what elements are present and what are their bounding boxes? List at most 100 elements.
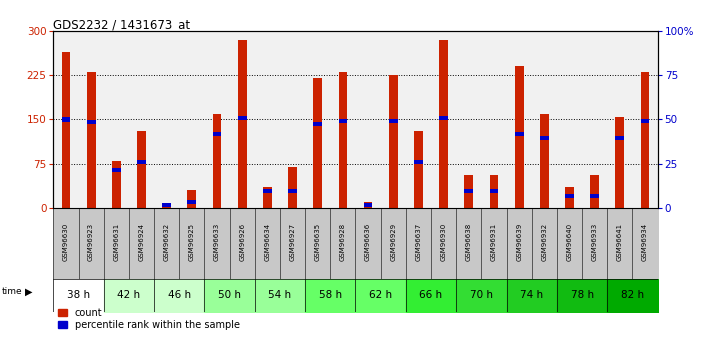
Bar [540, 136, 549, 140]
Bar [439, 116, 448, 120]
Bar [104, 31, 129, 208]
Text: GSM96641: GSM96641 [617, 223, 623, 261]
Bar [364, 203, 373, 207]
Text: GSM96930: GSM96930 [441, 223, 447, 261]
Bar [255, 31, 280, 208]
Bar [641, 72, 649, 208]
Bar [188, 190, 196, 208]
Text: GSM96923: GSM96923 [88, 223, 94, 261]
Text: 54 h: 54 h [268, 290, 292, 300]
Text: GSM96637: GSM96637 [415, 223, 422, 261]
Text: GSM96926: GSM96926 [239, 223, 245, 261]
Text: GSM96929: GSM96929 [390, 223, 396, 261]
Bar [288, 167, 297, 208]
Text: GSM96633: GSM96633 [214, 223, 220, 261]
Bar [356, 31, 380, 208]
Bar [607, 31, 633, 208]
Bar [288, 189, 297, 194]
Bar [590, 194, 599, 198]
Bar [506, 31, 532, 208]
Bar [633, 31, 658, 208]
Bar [590, 176, 599, 208]
Bar [515, 132, 523, 136]
Bar [179, 31, 205, 208]
Text: GSM96639: GSM96639 [516, 223, 522, 261]
Text: GSM96638: GSM96638 [466, 223, 472, 261]
Bar [263, 187, 272, 208]
Text: 78 h: 78 h [570, 290, 594, 300]
Text: GSM96933: GSM96933 [592, 223, 598, 261]
Text: GSM96632: GSM96632 [164, 223, 170, 261]
Bar [53, 31, 78, 208]
Bar [557, 31, 582, 208]
Text: ▶: ▶ [25, 287, 33, 296]
Bar [565, 194, 574, 198]
Text: GSM96634: GSM96634 [264, 223, 270, 261]
Text: GSM96932: GSM96932 [541, 223, 547, 261]
Bar [137, 131, 146, 208]
Bar [230, 31, 255, 208]
Bar [338, 72, 347, 208]
Bar [205, 31, 230, 208]
Bar [137, 160, 146, 164]
Bar [565, 187, 574, 208]
Bar [616, 136, 624, 140]
Bar [305, 31, 331, 208]
Bar [112, 161, 121, 208]
Bar [154, 31, 179, 208]
Bar [490, 176, 498, 208]
Bar [464, 189, 474, 194]
Bar [314, 122, 322, 126]
Text: GSM96928: GSM96928 [340, 223, 346, 261]
Bar [616, 117, 624, 208]
Bar [129, 31, 154, 208]
Text: time: time [2, 287, 23, 296]
Bar [162, 203, 171, 207]
Bar [540, 114, 549, 208]
Bar [456, 31, 481, 208]
Text: 42 h: 42 h [117, 290, 141, 300]
Text: GSM96931: GSM96931 [491, 223, 497, 261]
Legend: count, percentile rank within the sample: count, percentile rank within the sample [58, 308, 240, 330]
Text: 38 h: 38 h [67, 290, 90, 300]
Bar [62, 52, 70, 208]
Text: 82 h: 82 h [621, 290, 644, 300]
Bar [162, 205, 171, 208]
Bar [464, 176, 474, 208]
Bar [237, 40, 247, 208]
Bar [112, 168, 121, 172]
Bar [406, 31, 431, 208]
Bar [188, 200, 196, 204]
Text: 74 h: 74 h [520, 290, 543, 300]
Bar [641, 119, 649, 123]
Bar [78, 31, 104, 208]
Bar [389, 119, 397, 123]
Bar [331, 31, 356, 208]
Bar [263, 189, 272, 194]
Text: GSM96927: GSM96927 [289, 223, 296, 261]
Text: 58 h: 58 h [319, 290, 342, 300]
Bar [515, 67, 523, 208]
Bar [62, 117, 70, 121]
Bar [280, 31, 305, 208]
Bar [414, 131, 423, 208]
Text: GSM96640: GSM96640 [567, 223, 572, 261]
Bar [87, 72, 95, 208]
Text: GSM96631: GSM96631 [113, 223, 119, 261]
Text: GSM96924: GSM96924 [139, 223, 144, 261]
Bar [380, 31, 406, 208]
Bar [439, 40, 448, 208]
Bar [314, 78, 322, 208]
Text: GDS2232 / 1431673_at: GDS2232 / 1431673_at [53, 18, 191, 31]
Bar [338, 119, 347, 123]
Bar [87, 120, 95, 125]
Text: 46 h: 46 h [168, 290, 191, 300]
Text: 50 h: 50 h [218, 290, 241, 300]
Bar [481, 31, 506, 208]
Text: 62 h: 62 h [369, 290, 392, 300]
Text: GSM96630: GSM96630 [63, 223, 69, 261]
Bar [532, 31, 557, 208]
Text: 70 h: 70 h [470, 290, 493, 300]
Bar [389, 75, 397, 208]
Text: 66 h: 66 h [419, 290, 443, 300]
